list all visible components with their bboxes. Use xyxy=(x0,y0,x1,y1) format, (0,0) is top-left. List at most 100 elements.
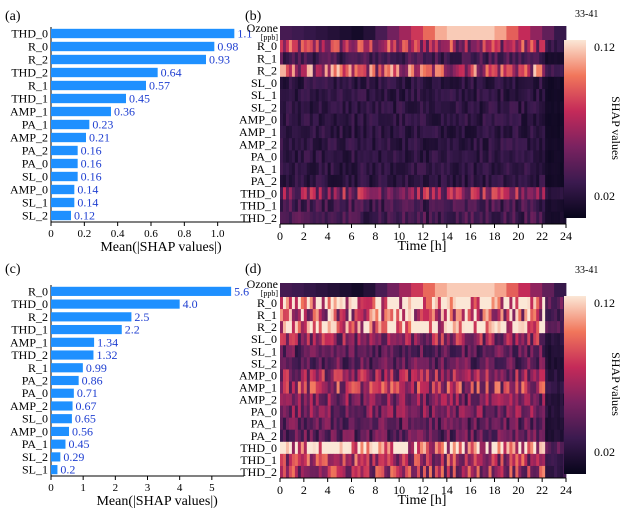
heatmap-cell xyxy=(506,441,510,455)
heatmap-cell xyxy=(431,64,436,78)
heatmap-cell xyxy=(425,465,430,479)
heatmap-cell xyxy=(515,357,519,370)
heatmap-cell xyxy=(342,101,346,114)
heatmap-cell xyxy=(282,357,287,370)
x-tick-label: 22 xyxy=(536,229,548,243)
heatmap-cell xyxy=(539,429,543,443)
heatmap-cell xyxy=(431,369,436,382)
heatmap-cell xyxy=(375,357,379,370)
category-label: PA_1 xyxy=(22,118,48,132)
heatmap-cell xyxy=(461,429,466,443)
heatmap-cell xyxy=(354,405,358,419)
heatmap-cell xyxy=(312,405,317,419)
heatmap-cell xyxy=(479,381,483,394)
heatmap-cell xyxy=(297,40,302,53)
heatmap-cell xyxy=(431,162,436,176)
heatmap-cell xyxy=(372,333,376,346)
heatmap-cell xyxy=(428,321,433,334)
heatmap-cell xyxy=(405,162,409,176)
heatmap-cell xyxy=(342,52,346,65)
heatmap-cell xyxy=(452,393,457,406)
heatmap-cell xyxy=(381,113,385,127)
heatmap-cell xyxy=(542,199,546,213)
heatmap-cell xyxy=(503,321,507,334)
heatmap-cell xyxy=(294,211,299,225)
heatmap-cell xyxy=(536,357,540,370)
heatmap-cell xyxy=(437,297,442,310)
heatmap-cell xyxy=(315,381,320,394)
heatmap-cell xyxy=(515,465,519,479)
heatmap-cell xyxy=(318,381,323,394)
heatmap-cell xyxy=(282,381,287,394)
heatmap-cell xyxy=(449,417,454,431)
heatmap-cell xyxy=(396,52,400,65)
heatmap-cell xyxy=(536,381,540,394)
heatmap-cell xyxy=(458,381,463,394)
heatmap-cell xyxy=(378,465,382,479)
heatmap-cell xyxy=(509,429,513,443)
heatmap-cell xyxy=(369,453,373,467)
heatmap-cell xyxy=(423,199,427,213)
heatmap-cell xyxy=(330,174,335,188)
heatmap-cell xyxy=(482,211,486,225)
heatmap-cell xyxy=(512,89,516,102)
heatmap-cell xyxy=(518,40,522,53)
heatmap-cell xyxy=(497,357,501,370)
bar xyxy=(51,324,122,335)
heatmap-cell xyxy=(345,393,349,406)
heatmap-cell xyxy=(497,453,501,467)
heatmap-cell xyxy=(494,453,498,467)
heatmap-cell xyxy=(393,465,397,479)
heatmap-cell xyxy=(294,125,299,139)
heatmap-cell xyxy=(449,52,454,65)
heatmap-cell xyxy=(414,125,418,139)
heatmap-cell xyxy=(312,381,317,394)
heatmap-cell xyxy=(282,453,287,467)
heatmap-cell xyxy=(446,441,451,455)
heatmap-cell xyxy=(280,453,284,467)
heatmap-cell xyxy=(452,174,457,188)
heatmap-cell xyxy=(417,162,421,176)
heatmap-cell xyxy=(285,89,290,102)
heatmap-cell xyxy=(288,369,293,382)
heatmap-cell xyxy=(402,211,406,225)
heatmap-cell xyxy=(530,369,534,382)
heatmap-cell xyxy=(485,89,489,102)
heatmap-cell xyxy=(297,174,302,188)
row-label: AMP_0 xyxy=(239,368,277,382)
heatmap-cell xyxy=(434,162,439,176)
heatmap-cell xyxy=(420,429,424,443)
heatmap-cell xyxy=(506,211,510,225)
heatmap-cell xyxy=(354,465,358,479)
ozone-cell xyxy=(482,26,495,40)
heatmap-cell xyxy=(366,174,370,188)
heatmap-cell xyxy=(354,199,358,213)
heatmap-cell xyxy=(500,369,504,382)
heatmap-cell xyxy=(384,76,388,90)
heatmap-cell xyxy=(551,297,555,310)
heatmap-cell xyxy=(393,405,397,419)
heatmap-cell xyxy=(446,64,451,78)
heatmap-cell xyxy=(297,357,302,370)
heatmap-cell xyxy=(443,52,448,65)
heatmap-cell xyxy=(506,345,510,358)
heatmap-cell xyxy=(280,429,284,443)
heatmap-cell xyxy=(506,381,510,394)
heatmap-cell xyxy=(467,138,472,151)
heatmap-cell xyxy=(303,393,308,406)
heatmap-cell xyxy=(494,162,498,176)
heatmap-cell xyxy=(393,89,397,102)
heatmap-cell xyxy=(521,309,525,322)
heatmap-cell xyxy=(318,199,323,213)
heatmap-cell xyxy=(551,64,555,78)
heatmap-cell xyxy=(294,187,299,200)
heatmap-cell xyxy=(440,381,445,394)
ozone-cell xyxy=(542,283,555,297)
heatmap-cell xyxy=(291,162,296,176)
heatmap-cell xyxy=(470,199,475,213)
ozone-cell xyxy=(458,283,472,297)
heatmap-cell xyxy=(500,150,504,164)
heatmap-cell xyxy=(375,453,379,467)
heatmap-cell xyxy=(446,40,451,53)
heatmap-cell xyxy=(557,174,561,188)
